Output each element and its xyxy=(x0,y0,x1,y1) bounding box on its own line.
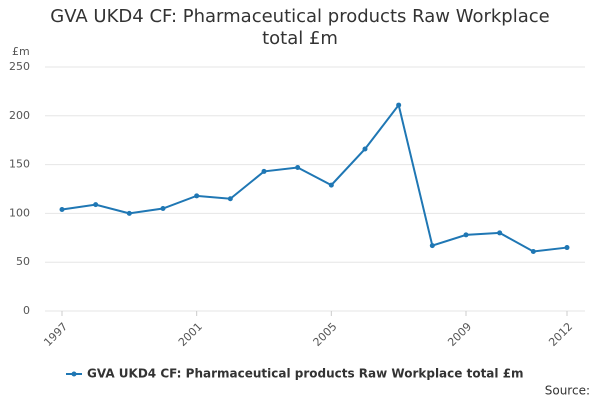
x-tick-label: 1997 xyxy=(41,320,70,349)
chart-title: GVA UKD4 CF: Pharmaceutical products Raw… xyxy=(50,6,550,49)
point xyxy=(59,206,65,212)
legend-marker xyxy=(71,371,77,377)
y-tick-label: 100 xyxy=(9,206,30,219)
point xyxy=(463,232,469,238)
point xyxy=(396,102,402,108)
point xyxy=(429,243,435,249)
y-tick-label: 200 xyxy=(9,109,30,122)
x-tick-label: 2001 xyxy=(176,320,205,349)
point xyxy=(261,168,267,174)
y-tick-label: 150 xyxy=(9,158,30,171)
x-tick-label: 2012 xyxy=(546,320,575,349)
y-tick-label: 0 xyxy=(23,304,30,317)
x-tick-label: 2009 xyxy=(445,320,474,349)
point xyxy=(295,165,301,171)
point xyxy=(328,182,334,188)
point xyxy=(194,193,200,199)
legend-label: GVA UKD4 CF: Pharmaceutical products Raw… xyxy=(87,367,524,381)
point xyxy=(227,196,233,202)
point xyxy=(362,146,368,152)
point xyxy=(126,210,132,216)
point xyxy=(497,230,503,236)
line xyxy=(61,102,568,253)
point xyxy=(93,202,99,208)
point xyxy=(530,248,536,254)
y-tick-label: 50 xyxy=(16,255,30,268)
x-tick-label: 2005 xyxy=(311,320,340,349)
y-axis-label: £m xyxy=(12,45,30,58)
point xyxy=(564,245,570,251)
y-tick-label: 250 xyxy=(9,60,30,73)
source: Source: xyxy=(545,384,590,398)
point xyxy=(160,206,166,212)
